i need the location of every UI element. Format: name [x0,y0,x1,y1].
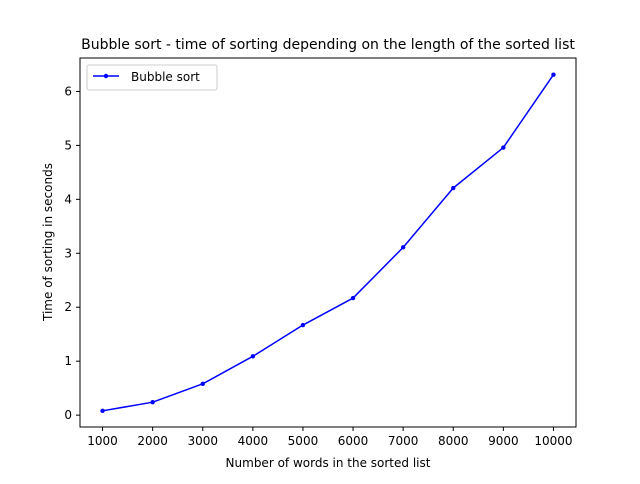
y-tick-label: 3 [64,246,72,260]
x-tick-label: 6000 [338,434,369,448]
x-tick-label: 2000 [137,434,168,448]
y-tick-label: 1 [64,354,72,368]
legend: Bubble sort [86,64,218,91]
x-tick-label: 10000 [534,434,572,448]
data-point [150,399,155,405]
series-layer [100,72,556,414]
y-tick-label: 5 [64,138,72,152]
y-axis-ticks: 0 1 2 3 4 5 6 [64,84,80,422]
y-tick-label: 2 [64,300,72,314]
y-tick-label: 6 [64,84,72,98]
x-tick-label: 9000 [488,434,519,448]
plot-frame [79,57,577,428]
x-tick-label: 8000 [438,434,469,448]
data-point [501,145,506,150]
data-point [350,295,356,301]
legend-entry-bubble-sort: Bubble sort [131,70,200,84]
y-tick-label: 4 [64,192,72,206]
y-tick-label: 0 [64,408,72,422]
x-tick-label: 3000 [187,434,218,448]
data-point [300,322,306,328]
data-point [451,185,456,191]
x-tick-label: 5000 [288,434,319,448]
legend-marker-swatch [103,73,109,79]
x-tick-label: 7000 [388,434,419,448]
data-point [250,354,256,359]
data-point [100,408,105,414]
data-point [200,381,205,387]
x-axis-ticks: 1000 2000 3000 4000 5000 6000 7000 8000 9000 1000… [87,427,573,448]
data-point [400,245,406,250]
x-tick-label: 1000 [87,434,118,448]
chart-title: Bubble sort - time of sorting depending … [81,37,575,53]
x-axis-label: Number of words in the sorted list [226,456,431,470]
data-point [551,72,556,77]
x-tick-label: 4000 [238,434,269,448]
y-axis-label: Time of sorting in seconds [41,163,55,322]
legend-box [86,64,218,91]
series-line [102,74,555,412]
